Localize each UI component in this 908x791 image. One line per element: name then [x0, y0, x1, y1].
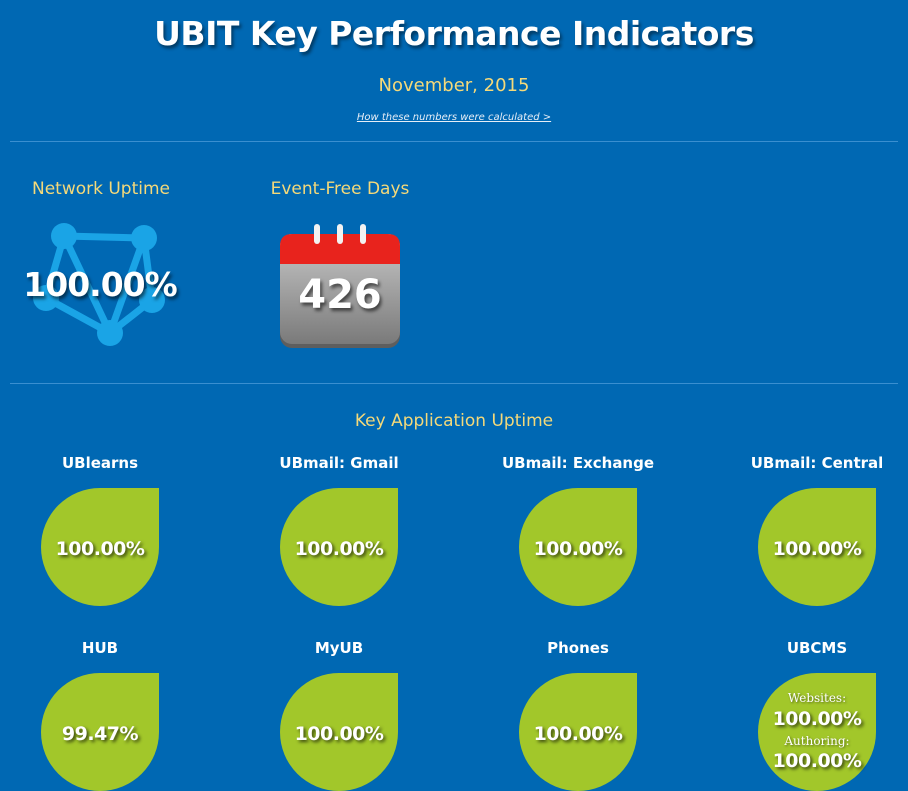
uptime-leaf: 100.00% — [519, 488, 637, 606]
divider-top — [10, 141, 898, 142]
authoring-value: 100.00% — [772, 750, 862, 772]
uptime-value: 100.00% — [294, 723, 384, 745]
report-month: November, 2015 — [378, 75, 530, 96]
uptime-leaf: 100.00% — [280, 673, 398, 791]
uptime-value: 100.00% — [533, 538, 623, 560]
network-icon — [33, 223, 165, 346]
key-application-uptime-label: Key Application Uptime — [354, 411, 554, 431]
app-name: UBCMS — [786, 639, 848, 657]
event-free-days-value: 426 — [298, 272, 382, 318]
app-name: UBlearns — [61, 454, 139, 472]
divider-middle — [10, 383, 898, 384]
uptime-value: 99.47% — [61, 723, 139, 745]
app-name: UBmail: Exchange — [501, 454, 655, 472]
uptime-leaf: 99.47% — [41, 673, 159, 791]
app-name: UBmail: Gmail — [279, 454, 399, 472]
calendar-icon — [280, 224, 400, 348]
network-uptime-value: 100.00% — [23, 265, 177, 304]
uptime-value: 100.00% — [294, 538, 384, 560]
authoring-label: Authoring: — [784, 734, 850, 748]
app-name: Phones — [547, 639, 609, 657]
uptime-leaf: Websites: 100.00% Authoring: 100.00% — [758, 673, 876, 791]
uptime-value: 100.00% — [772, 538, 862, 560]
websites-value: 100.00% — [772, 708, 862, 730]
uptime-leaf: 100.00% — [41, 488, 159, 606]
app-name: MyUB — [314, 639, 364, 657]
network-uptime-label: Network Uptime — [31, 179, 171, 199]
page-title: UBIT Key Performance Indicators — [154, 14, 754, 53]
uptime-leaf: 100.00% — [758, 488, 876, 606]
event-free-days-label: Event-Free Days — [270, 179, 410, 199]
how-calculated-link[interactable]: How these numbers were calculated > — [356, 112, 552, 123]
uptime-leaf: 100.00% — [519, 673, 637, 791]
websites-label: Websites: — [787, 691, 847, 705]
uptime-value: 100.00% — [533, 723, 623, 745]
uptime-value: 100.00% — [55, 538, 145, 560]
uptime-leaf: 100.00% — [280, 488, 398, 606]
app-name: HUB — [81, 639, 119, 657]
app-name: UBmail: Central — [750, 454, 884, 472]
